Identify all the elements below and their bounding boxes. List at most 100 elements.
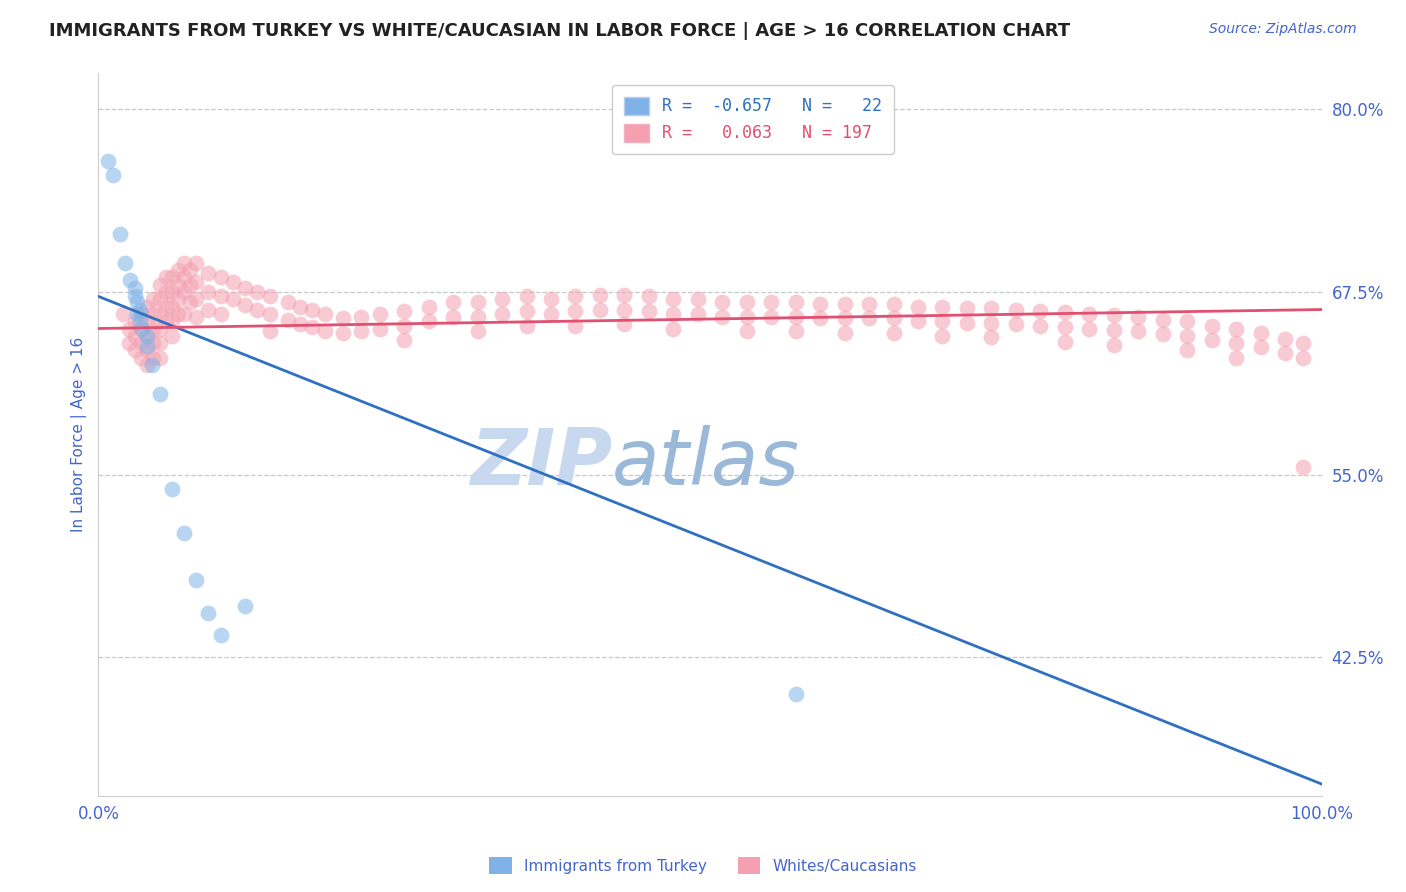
Point [540,307,562,321]
Point [350,325,373,339]
Point [259,307,281,321]
Point [142,351,165,365]
Point [160,285,183,299]
Point [589,302,612,317]
Point [564,304,586,318]
Point [136,343,159,358]
Point [173,285,195,299]
Point [1029,318,1052,333]
Point [785,295,807,310]
Point [114,256,136,270]
Point [834,311,856,326]
Point [131,321,153,335]
Point [290,317,312,331]
Point [613,302,636,317]
Point [246,302,269,317]
Point [467,295,489,310]
Point [1152,327,1174,342]
Point [233,599,256,613]
Point [332,311,354,326]
Point [129,336,152,351]
Point [1005,317,1028,331]
Point [711,295,734,310]
Point [173,307,195,321]
Point [160,328,183,343]
Point [148,336,170,351]
Point [638,289,661,303]
Point [1102,309,1125,323]
Point [155,285,177,299]
Point [1175,328,1198,343]
Point [136,339,159,353]
Point [173,270,195,285]
Point [160,314,183,328]
Point [290,300,312,314]
Text: Source: ZipAtlas.com: Source: ZipAtlas.com [1209,22,1357,37]
Point [368,307,391,321]
Point [111,307,134,321]
Point [491,307,513,321]
Text: atlas: atlas [612,425,800,501]
Point [148,277,170,292]
Point [467,310,489,324]
Point [686,293,709,307]
Point [515,304,537,318]
Point [1292,351,1315,365]
Point [124,289,146,303]
Point [186,310,208,324]
Point [980,330,1002,344]
Point [136,328,159,343]
Point [858,296,880,310]
Point [613,317,636,331]
Point [392,304,415,318]
Point [1102,323,1125,337]
Point [1053,334,1076,349]
Point [173,525,195,540]
Point [1250,326,1272,340]
Point [1292,336,1315,351]
Point [735,295,758,310]
Point [148,351,170,365]
Point [761,310,783,324]
Legend: Immigrants from Turkey, Whites/Caucasians: Immigrants from Turkey, Whites/Caucasian… [482,851,924,880]
Point [491,293,513,307]
Point [785,687,807,701]
Point [785,310,807,324]
Point [515,289,537,303]
Point [222,293,245,307]
Point [142,307,165,321]
Point [785,325,807,339]
Point [277,295,299,310]
Point [197,285,219,299]
Point [160,482,183,496]
Point [1274,332,1296,346]
Point [1292,460,1315,475]
Point [1053,305,1076,319]
Point [186,573,208,587]
Point [136,358,159,372]
Point [148,321,170,335]
Point [883,296,905,310]
Point [808,296,831,310]
Point [350,310,373,324]
Point [441,295,464,310]
Point [197,266,219,280]
Point [277,312,299,326]
Point [1128,310,1150,324]
Point [564,289,586,303]
Text: ZIP: ZIP [470,425,612,501]
Point [735,310,758,324]
Point [97,153,120,168]
Text: IMMIGRANTS FROM TURKEY VS WHITE/CAUCASIAN IN LABOR FORCE | AGE > 16 CORRELATION : IMMIGRANTS FROM TURKEY VS WHITE/CAUCASIA… [49,22,1070,40]
Point [1201,318,1223,333]
Point [233,298,256,312]
Point [148,293,170,307]
Point [907,314,929,328]
Point [1175,343,1198,358]
Point [883,326,905,340]
Point [418,300,440,314]
Point [124,280,146,294]
Point [259,289,281,303]
Point [259,325,281,339]
Point [301,302,323,317]
